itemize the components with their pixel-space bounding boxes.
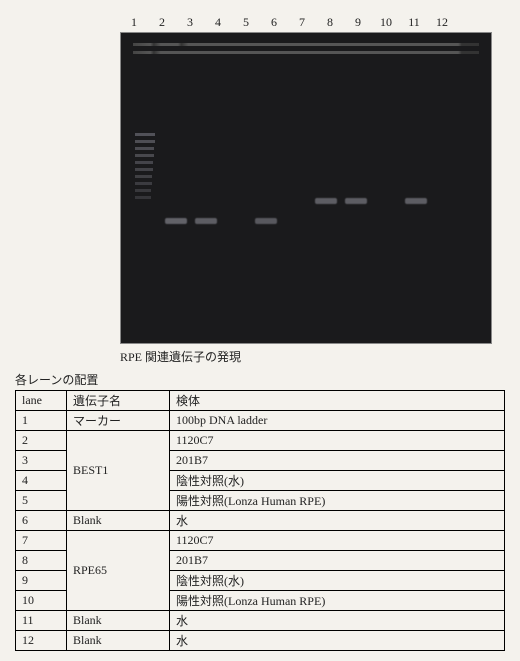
table-row: 1マーカー100bp DNA ladder (16, 411, 505, 431)
cell-sample: 水 (170, 511, 505, 531)
cell-gene: BEST1 (67, 431, 170, 511)
lane-number: 6 (260, 15, 288, 30)
cell-gene: Blank (67, 611, 170, 631)
cell-sample: 1120C7 (170, 531, 505, 551)
cell-lane: 7 (16, 531, 67, 551)
cell-sample: 1120C7 (170, 431, 505, 451)
dna-ladder (135, 133, 155, 203)
gel-band (165, 218, 187, 224)
cell-lane: 12 (16, 631, 67, 651)
cell-lane: 10 (16, 591, 67, 611)
lane-number: 8 (316, 15, 344, 30)
cell-sample: 陰性対照(水) (170, 571, 505, 591)
lane-number: 7 (288, 15, 316, 30)
gel-band (405, 198, 427, 204)
cell-lane: 3 (16, 451, 67, 471)
cell-gene: Blank (67, 511, 170, 531)
lane-number-row: 123456789101112 (120, 15, 500, 30)
table-row: 11Blank水 (16, 611, 505, 631)
lane-number: 3 (176, 15, 204, 30)
cell-lane: 11 (16, 611, 67, 631)
cell-lane: 9 (16, 571, 67, 591)
gel-band (345, 198, 367, 204)
table-subtitle: 各レーンの配置 (15, 371, 520, 388)
lane-number: 4 (204, 15, 232, 30)
col-sample: 検体 (170, 391, 505, 411)
lane-number: 11 (400, 15, 428, 30)
cell-gene: Blank (67, 631, 170, 651)
cell-lane: 1 (16, 411, 67, 431)
cell-sample: 201B7 (170, 451, 505, 471)
table-row: 12Blank水 (16, 631, 505, 651)
lane-assignment-table: lane 遺伝子名 検体 1マーカー100bp DNA ladder2BEST1… (15, 390, 505, 651)
cell-lane: 4 (16, 471, 67, 491)
table-row: 7RPE651120C7 (16, 531, 505, 551)
cell-lane: 2 (16, 431, 67, 451)
cell-sample: 陽性対照(Lonza Human RPE) (170, 491, 505, 511)
col-lane: lane (16, 391, 67, 411)
cell-sample: 陰性対照(水) (170, 471, 505, 491)
cell-lane: 8 (16, 551, 67, 571)
cell-sample: 100bp DNA ladder (170, 411, 505, 431)
cell-sample: 陽性対照(Lonza Human RPE) (170, 591, 505, 611)
cell-lane: 5 (16, 491, 67, 511)
table-header-row: lane 遺伝子名 検体 (16, 391, 505, 411)
cell-sample: 201B7 (170, 551, 505, 571)
col-gene: 遺伝子名 (67, 391, 170, 411)
lane-number: 1 (120, 15, 148, 30)
cell-gene: RPE65 (67, 531, 170, 611)
table-row: 2BEST11120C7 (16, 431, 505, 451)
cell-lane: 6 (16, 511, 67, 531)
lane-number: 2 (148, 15, 176, 30)
cell-sample: 水 (170, 611, 505, 631)
lane-number: 12 (428, 15, 456, 30)
gel-band (255, 218, 277, 224)
lane-number: 9 (344, 15, 372, 30)
gel-image (120, 32, 492, 344)
lane-number: 10 (372, 15, 400, 30)
gel-band (195, 218, 217, 224)
table-row: 6Blank水 (16, 511, 505, 531)
figure-caption: RPE 関連遺伝子の発現 (120, 348, 500, 365)
lane-number: 5 (232, 15, 260, 30)
cell-gene: マーカー (67, 411, 170, 431)
cell-sample: 水 (170, 631, 505, 651)
gel-band (315, 198, 337, 204)
